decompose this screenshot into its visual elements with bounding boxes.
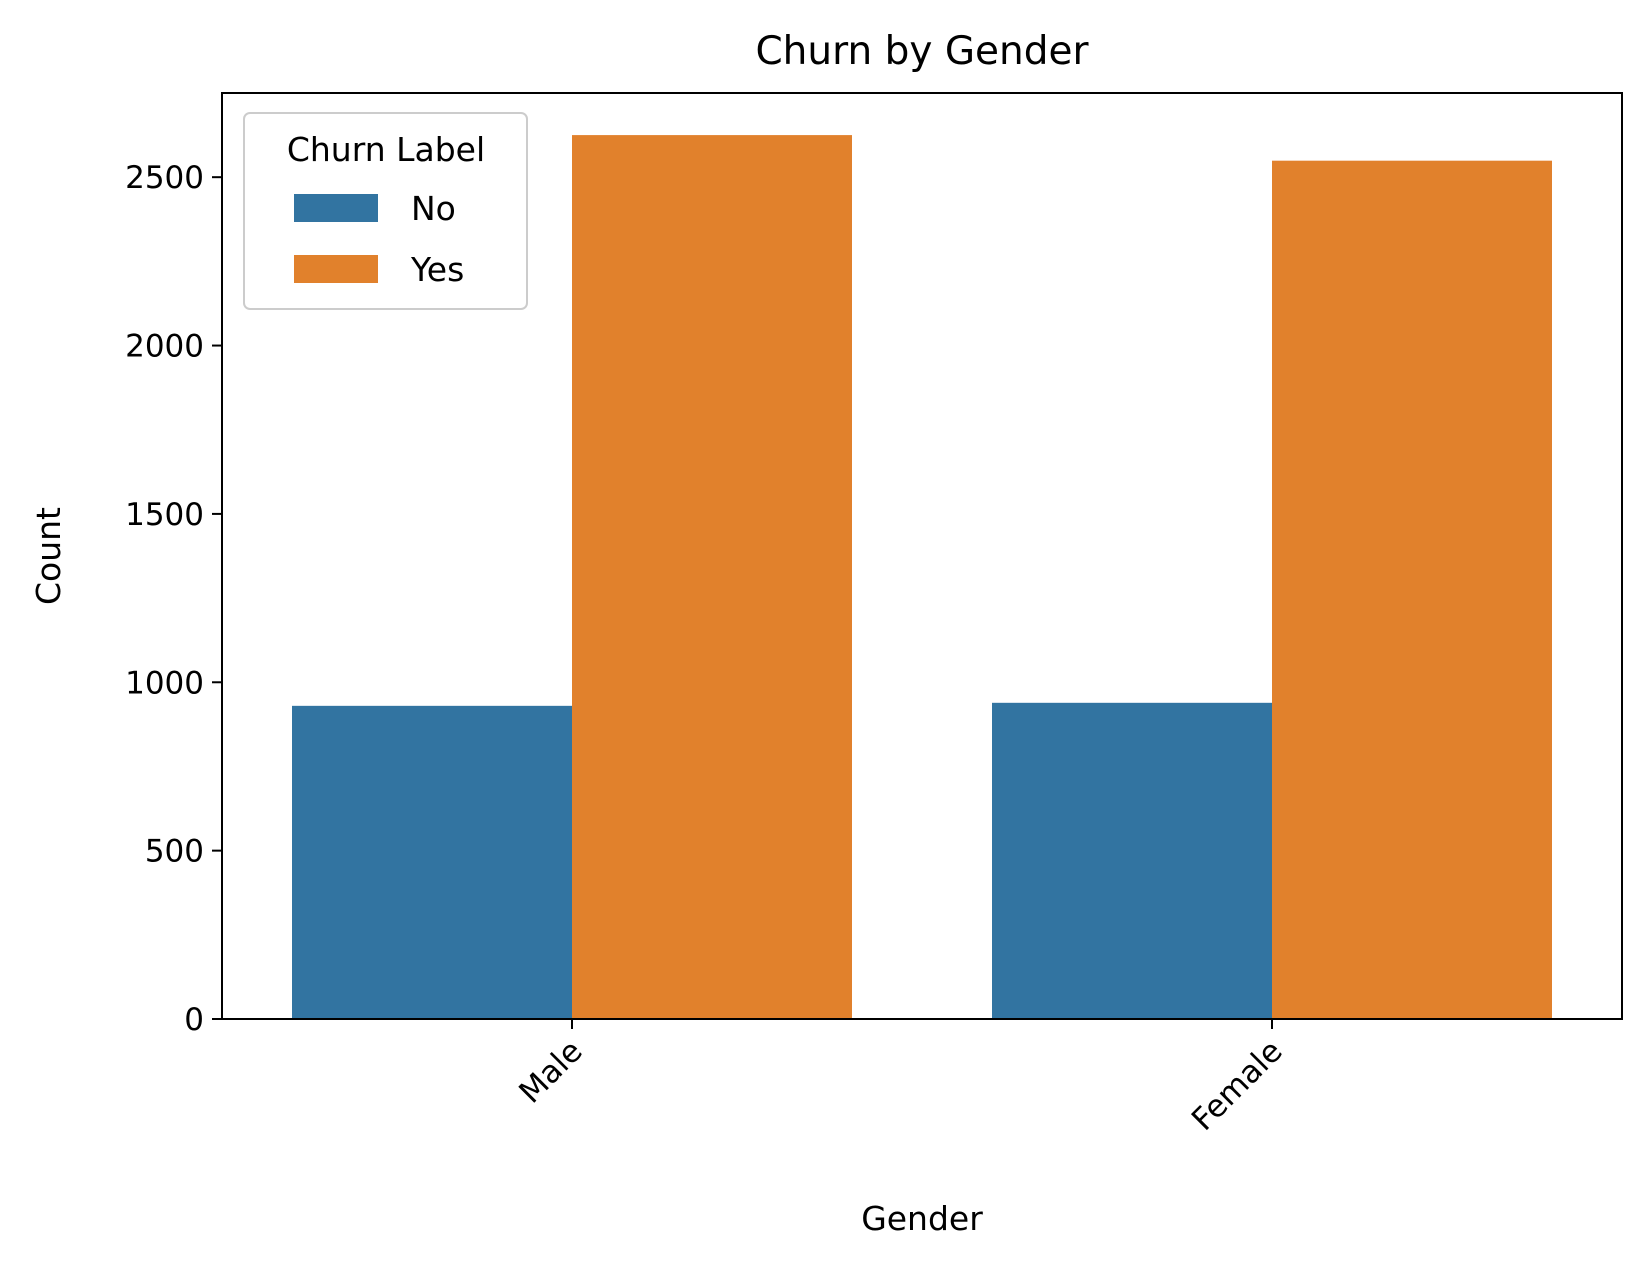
x-axis-label: Gender	[861, 1199, 983, 1238]
x-tick-label-female: Female	[1185, 1033, 1290, 1138]
y-tick-label: 1000	[125, 665, 204, 701]
y-axis-label: Count	[29, 507, 68, 605]
bars-layer	[292, 135, 1552, 1019]
chart-title: Churn by Gender	[755, 29, 1089, 74]
legend: Churn Label No Yes	[243, 112, 528, 310]
x-tick-label-male: Male	[512, 1033, 589, 1110]
legend-swatch-yes	[294, 255, 378, 283]
legend-swatch-no	[294, 194, 378, 222]
plot-area-frame	[221, 92, 1623, 1020]
bar-male-no	[292, 705, 572, 1019]
y-axis-ticks: 0 500 1000 1500 2000 2500	[125, 160, 222, 1038]
y-tick-label: 2500	[125, 160, 204, 196]
bar-female-yes	[1272, 160, 1552, 1019]
bar-female-no	[992, 702, 1272, 1019]
legend-title: Churn Label	[287, 130, 485, 169]
y-tick-label: 2000	[125, 329, 204, 365]
y-tick-label: 1500	[125, 497, 204, 533]
legend-label-no: No	[411, 189, 456, 228]
bar-male-yes	[572, 135, 852, 1019]
y-tick-label: 500	[145, 834, 204, 870]
x-axis-ticks: Male Female	[512, 1019, 1290, 1138]
legend-label-yes: Yes	[410, 250, 464, 289]
y-tick-label: 0	[184, 1002, 204, 1038]
